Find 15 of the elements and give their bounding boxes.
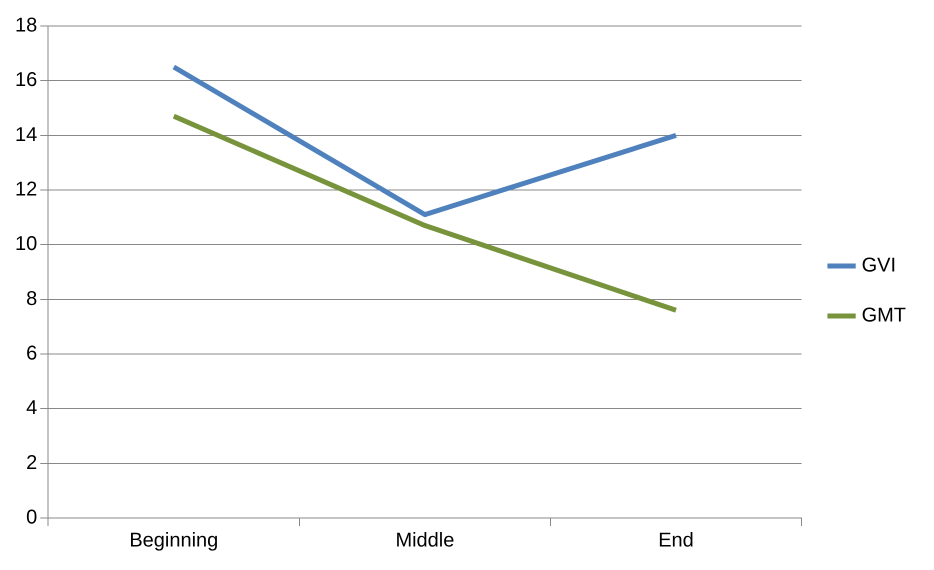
legend-label: GVI — [862, 254, 896, 277]
x-tick-label: Middle — [395, 530, 454, 552]
y-tick-label: 6 — [26, 342, 38, 365]
y-tick-label: 10 — [14, 233, 38, 256]
legend-label: GMT — [862, 304, 906, 327]
y-tick-label: 2 — [26, 452, 38, 474]
x-tick-label: Beginning — [129, 530, 218, 552]
x-tick-label: End — [658, 530, 694, 552]
y-tick-label: 18 — [14, 14, 38, 37]
y-tick-label: 4 — [26, 397, 38, 420]
y-tick-label: 16 — [14, 69, 38, 92]
y-tick-label: 8 — [26, 288, 38, 310]
y-tick-label: 12 — [14, 178, 38, 201]
y-tick-label: 14 — [14, 124, 38, 146]
y-tick-label: 0 — [26, 506, 38, 529]
